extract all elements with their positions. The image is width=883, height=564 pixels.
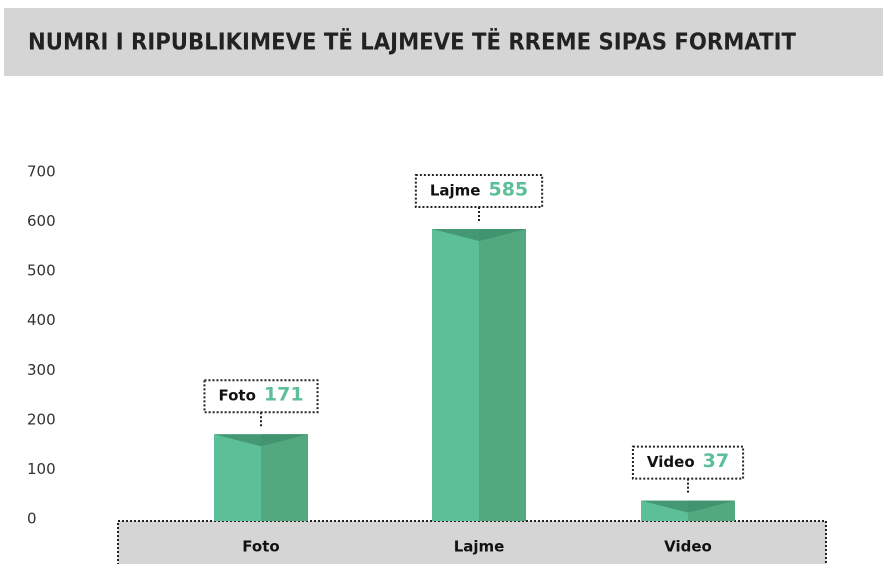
title-band [4, 8, 883, 76]
y-tick-label: 600 [27, 212, 56, 230]
data-label: Video 37 [631, 445, 745, 493]
y-tick-label: 0 [27, 510, 37, 528]
y-tick-label: 300 [27, 361, 56, 379]
x-tick-label: Video [664, 538, 712, 556]
data-label-value: 37 [703, 450, 729, 472]
bar-shade [479, 229, 526, 521]
data-label: Lajme 585 [414, 174, 544, 222]
category-band [117, 520, 827, 564]
data-label: Foto 171 [203, 379, 319, 427]
y-tick-label: 100 [27, 460, 56, 478]
y-tick-label: 500 [27, 262, 56, 280]
data-label-name: Lajme [430, 182, 481, 200]
y-tick-label: 200 [27, 410, 56, 428]
data-label-name: Video [647, 453, 695, 471]
bar-shade [261, 434, 308, 521]
bar-top [641, 500, 735, 513]
y-tick-label: 400 [27, 311, 56, 329]
y-tick-label: 700 [27, 163, 56, 181]
data-label-value: 585 [488, 179, 528, 201]
chart-title: NUMRI I RIPUBLIKIMEVE TË LAJMEVE TË RREM… [28, 28, 796, 56]
bar-top [432, 229, 526, 242]
bar-top [214, 434, 308, 447]
data-label-value: 171 [264, 384, 304, 406]
x-tick-label: Lajme [454, 538, 505, 556]
data-label-name: Foto [218, 387, 255, 405]
x-tick-label: Foto [242, 538, 279, 556]
